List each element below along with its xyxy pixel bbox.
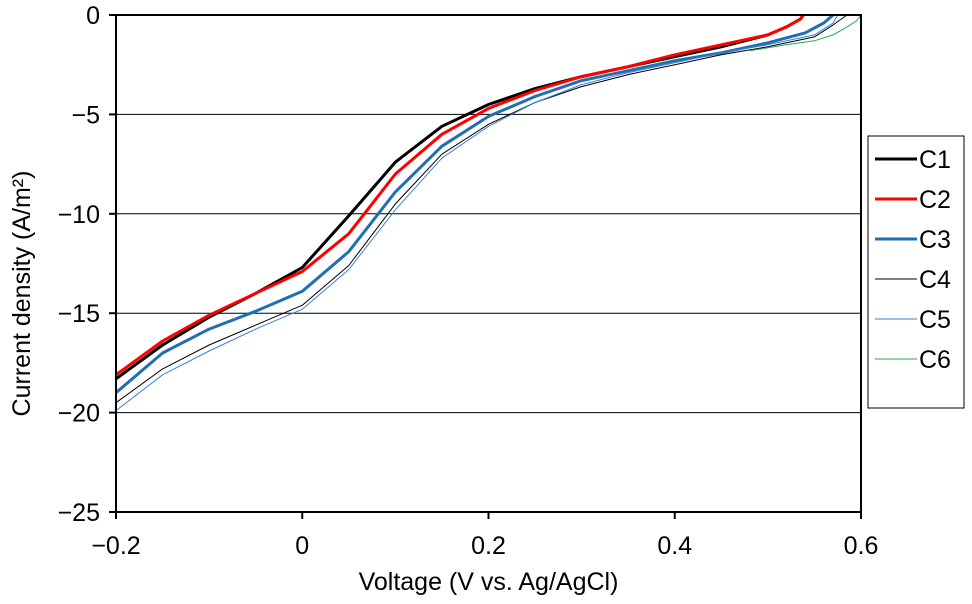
series-layer xyxy=(115,13,862,411)
y-tick-label: −25 xyxy=(58,499,100,527)
legend-label-c6: C6 xyxy=(919,346,951,374)
x-tick-label: 0.6 xyxy=(844,532,879,560)
y-tick-label: −5 xyxy=(71,101,100,129)
legend-label-c1: C1 xyxy=(919,146,951,174)
legend-label-c2: C2 xyxy=(919,186,951,214)
legend-label-c5: C5 xyxy=(919,306,951,334)
series-line-c3 xyxy=(115,13,835,394)
x-tick-label: 0.4 xyxy=(657,532,692,560)
legend-box xyxy=(867,135,965,409)
legend-label-c3: C3 xyxy=(919,226,951,254)
axis-ticks: 0 −5 −10 −15 −20 −25 −0.2 0 0.2 0.4 0.6 xyxy=(58,2,879,560)
legend-label-c4: C4 xyxy=(919,266,951,294)
y-tick-label: −20 xyxy=(58,400,100,428)
series-line-c5 xyxy=(115,14,839,411)
x-tick-label: 0.2 xyxy=(471,532,506,560)
y-axis-title: Current density (A/m²) xyxy=(8,171,36,417)
series-line-c4 xyxy=(115,14,848,404)
x-tick-label: −0.2 xyxy=(91,532,140,560)
x-tick-label: 0 xyxy=(295,532,309,560)
series-line-c2 xyxy=(115,14,805,377)
y-tick-label: −10 xyxy=(58,201,100,229)
plot-area-frame xyxy=(115,14,862,513)
gridlines xyxy=(116,113,861,414)
legend: C1 C2 C3 C4 C5 C6 xyxy=(867,135,965,409)
y-tick-label: −15 xyxy=(58,300,100,328)
x-axis-title: Voltage (V vs. Ag/AgCl) xyxy=(359,568,619,596)
y-tick-label: 0 xyxy=(86,2,100,30)
series-line-c6 xyxy=(749,14,862,52)
